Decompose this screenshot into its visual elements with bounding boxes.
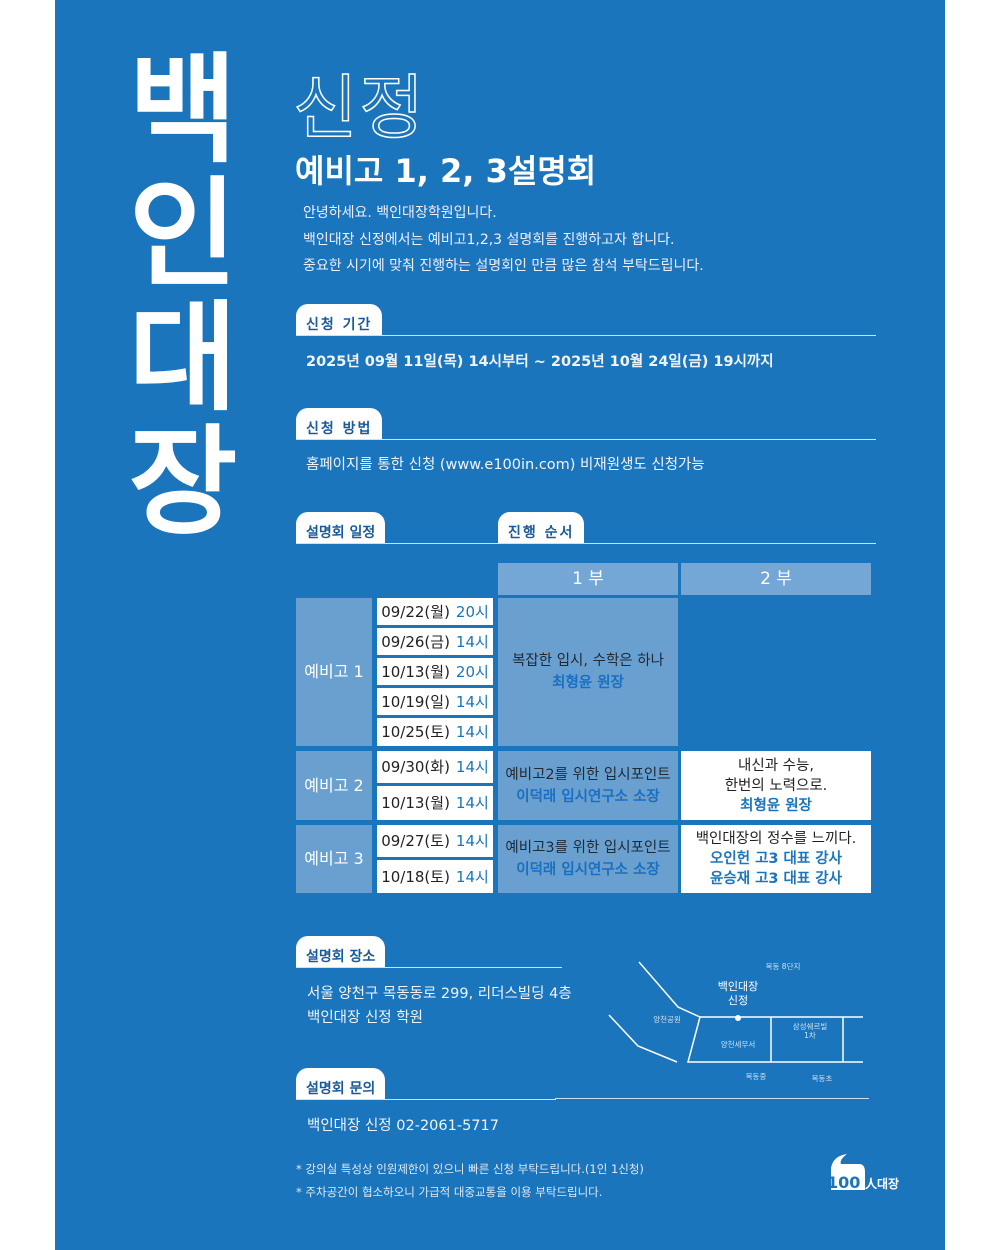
academy-marker bbox=[735, 1015, 741, 1021]
date-cell: 09/26(금) 14시 bbox=[377, 628, 493, 655]
svg-text:人대장: 人대장 bbox=[865, 1176, 899, 1191]
divider bbox=[296, 439, 876, 440]
header-part2: 2 부 bbox=[681, 563, 871, 595]
date-cell: 10/13(월) 14시 bbox=[377, 786, 493, 820]
note: * 강의실 특성상 인원제한이 있으니 빠른 신청 부탁드립니다.(1인 1신청… bbox=[296, 1162, 644, 1176]
brand-char: 장 bbox=[128, 413, 238, 551]
intro-text: 안녕하세요. 백인대장학원입니다. 백인대장 신정에서는 예비고1,2,3 설명… bbox=[303, 200, 704, 280]
group-label: 예비고 2 bbox=[296, 751, 372, 820]
period-tab: 신청 기간 bbox=[296, 304, 383, 336]
order-tab: 진행 순서 bbox=[498, 512, 585, 544]
part1-cell: 예비고3를 위한 입시포인트 이덕래 입시연구소 소장 bbox=[498, 825, 678, 893]
method-text: 홈페이지를 통한 신청 (www.e100in.com) 비재원생도 신청가능 bbox=[306, 457, 705, 473]
svg-text:1차: 1차 bbox=[804, 1031, 816, 1040]
poster: 백 인 대 장 신정 예비고 1, 2, 3설명회 안녕하세요. 백인대장학원입… bbox=[55, 0, 945, 1250]
location-tab: 설명회 장소 bbox=[296, 936, 386, 968]
date-cell: 10/13(월) 20시 bbox=[377, 658, 493, 685]
svg-text:목동초: 목동초 bbox=[812, 1074, 833, 1083]
contact-text: 백인대장 신정 02-2061-5717 bbox=[307, 1118, 499, 1134]
divider bbox=[555, 1098, 869, 1099]
intro-line: 중요한 시기에 맞춰 진행하는 설명회인 만큼 많은 참석 부탁드립니다. bbox=[303, 258, 704, 274]
date-cell: 09/27(토) 14시 bbox=[377, 825, 493, 857]
date-cell: 10/19(일) 14시 bbox=[377, 688, 493, 715]
contact-tab: 설명회 문의 bbox=[296, 1068, 386, 1100]
part2-cell: 내신과 수능, 한번의 노력으로. 최형윤 원장 bbox=[681, 751, 871, 820]
svg-text:양천세무서: 양천세무서 bbox=[721, 1039, 756, 1049]
branch-name: 신정 bbox=[292, 66, 426, 150]
note: * 주차공간이 협소하오니 가급적 대중교통을 이용 부탁드립니다. bbox=[296, 1185, 603, 1199]
svg-text:신정: 신정 bbox=[728, 994, 748, 1007]
brand-char: 백 bbox=[128, 41, 238, 179]
group-label: 예비고 3 bbox=[296, 825, 372, 893]
svg-text:목동 8단지: 목동 8단지 bbox=[766, 961, 801, 971]
period-text: 2025년 09월 11일(목) 14시부터 ~ 2025년 10월 24일(금… bbox=[306, 354, 774, 370]
divider bbox=[296, 967, 562, 968]
date-cell: 10/18(토) 14시 bbox=[377, 860, 493, 893]
part1-cell: 예비고2를 위한 입시포인트 이덕래 입시연구소 소장 bbox=[498, 751, 678, 820]
divider bbox=[296, 1099, 556, 1100]
brand-char: 인 bbox=[128, 165, 238, 303]
intro-line: 안녕하세요. 백인대장학원입니다. bbox=[303, 205, 497, 221]
date-cell: 09/30(화) 14시 bbox=[377, 751, 493, 783]
logo: 100 人대장 bbox=[825, 1150, 905, 1199]
subtitle: 예비고 1, 2, 3설명회 bbox=[295, 152, 597, 190]
part1-cell: 복잡한 입시, 수학은 하나 최형윤 원장 bbox=[498, 598, 678, 746]
divider bbox=[296, 335, 876, 336]
intro-line: 백인대장 신정에서는 예비고1,2,3 설명회를 진행하고자 합니다. bbox=[303, 231, 675, 248]
svg-text:삼성쉐르빌: 삼성쉐르빌 bbox=[793, 1021, 828, 1031]
part2-cell: 백인대장의 정수를 느끼다. 오인헌 고3 대표 강사 윤승재 고3 대표 강사 bbox=[681, 825, 871, 893]
svg-text:100: 100 bbox=[827, 1173, 860, 1192]
location-text: 서울 양천구 목동동로 299, 리더스빌딩 4층 백인대장 신정 학원 bbox=[307, 986, 572, 1026]
group-label: 예비고 1 bbox=[296, 598, 372, 746]
location-map: 목동 8단지 양천공원 양천세무서 삼성쉐르빌 1차 목동중 목동초 백인대장 … bbox=[608, 961, 863, 1083]
schedule-tab: 설명회 일정 bbox=[296, 512, 386, 544]
svg-text:양천공원: 양천공원 bbox=[653, 1014, 681, 1024]
date-cell: 09/22(월) 20시 bbox=[377, 598, 493, 625]
brand-char: 대 bbox=[128, 289, 238, 427]
brand-title: 백 인 대 장 bbox=[123, 48, 243, 544]
method-tab: 신청 방법 bbox=[296, 408, 383, 440]
svg-text:백인대장: 백인대장 bbox=[718, 980, 758, 993]
date-cell: 10/25(토) 14시 bbox=[377, 718, 493, 746]
logo-mark-icon: 100 人대장 bbox=[827, 1154, 899, 1192]
divider bbox=[296, 543, 876, 544]
svg-text:목동중: 목동중 bbox=[746, 1072, 767, 1081]
header-part1: 1 부 bbox=[498, 563, 678, 595]
